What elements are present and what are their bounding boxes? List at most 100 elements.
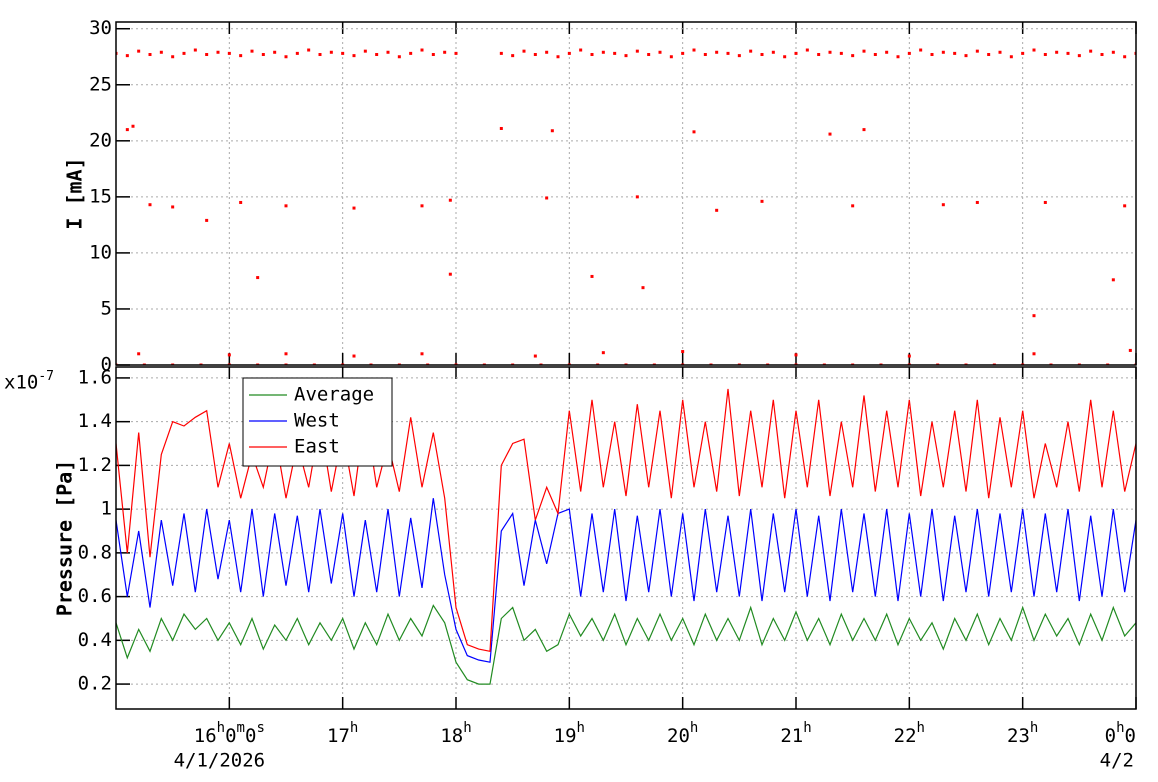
x-tick-label: 22h xyxy=(894,720,925,747)
y-axis-title: Pressure [Pa] xyxy=(53,460,77,617)
point xyxy=(193,48,197,52)
point xyxy=(420,352,424,356)
point xyxy=(941,203,945,207)
point xyxy=(692,48,696,52)
point xyxy=(239,54,243,58)
point xyxy=(171,55,175,59)
point xyxy=(1043,53,1047,57)
point xyxy=(443,50,447,54)
point xyxy=(567,51,571,55)
point xyxy=(1128,348,1132,352)
point xyxy=(454,51,458,55)
point xyxy=(499,51,503,55)
point xyxy=(533,53,537,57)
point xyxy=(295,51,299,55)
point xyxy=(805,48,809,52)
point xyxy=(794,353,798,357)
x-tick-label: 16h0m0s xyxy=(194,720,265,747)
point xyxy=(953,51,957,55)
series-line xyxy=(116,604,1136,685)
point xyxy=(930,53,934,57)
point xyxy=(284,55,288,59)
y-tick-label: 30 xyxy=(89,17,112,39)
point xyxy=(352,206,356,210)
point xyxy=(159,50,163,54)
point xyxy=(715,50,719,54)
y-tick-label: 15 xyxy=(89,185,112,207)
point xyxy=(1032,48,1036,52)
point xyxy=(397,55,401,59)
point xyxy=(975,200,979,204)
y-tick-label: 0 xyxy=(101,354,112,376)
point xyxy=(171,205,175,209)
point xyxy=(647,53,651,57)
point xyxy=(783,55,787,59)
legend-label: West xyxy=(294,410,340,432)
point xyxy=(273,50,277,54)
point xyxy=(862,128,866,132)
point xyxy=(216,50,220,54)
frame xyxy=(115,366,1137,710)
point xyxy=(1077,54,1081,58)
frame xyxy=(115,21,1137,366)
point xyxy=(386,50,390,54)
point xyxy=(341,51,345,55)
point xyxy=(1111,278,1115,282)
point xyxy=(227,51,231,55)
y-tick-label: 20 xyxy=(89,129,112,151)
point xyxy=(420,48,424,52)
point xyxy=(1123,55,1127,59)
point xyxy=(409,51,413,55)
point xyxy=(579,48,583,52)
point xyxy=(1043,200,1047,204)
legend-label: Average xyxy=(294,384,374,406)
point xyxy=(148,53,152,57)
point xyxy=(284,352,288,356)
point xyxy=(420,204,424,208)
point xyxy=(131,124,135,128)
series-line xyxy=(116,498,1136,663)
point xyxy=(1100,53,1104,57)
point xyxy=(352,354,356,358)
point xyxy=(545,196,549,200)
point xyxy=(1089,49,1093,53)
legend-box xyxy=(242,377,393,467)
point xyxy=(1111,50,1115,54)
point xyxy=(1021,51,1025,55)
point xyxy=(839,51,843,55)
point xyxy=(987,53,991,57)
point xyxy=(250,49,254,53)
point xyxy=(307,48,311,52)
point xyxy=(635,195,639,199)
point xyxy=(828,132,832,136)
date-label: 4/2 xyxy=(1100,750,1134,772)
point xyxy=(669,55,673,59)
y-tick-label: 0.4 xyxy=(78,629,112,651)
point xyxy=(137,352,141,356)
data-layer xyxy=(116,388,1136,685)
point xyxy=(760,199,764,203)
point xyxy=(352,54,356,58)
point xyxy=(148,203,152,207)
point xyxy=(681,350,685,354)
point xyxy=(726,51,730,55)
point xyxy=(885,50,889,54)
point xyxy=(125,54,129,58)
y-tick-label: 1.6 xyxy=(78,366,112,388)
point xyxy=(545,50,549,54)
point xyxy=(919,48,923,52)
point xyxy=(590,274,594,278)
point xyxy=(715,208,719,212)
point xyxy=(261,53,265,57)
point xyxy=(1123,204,1127,208)
point xyxy=(794,51,798,55)
legend-label: East xyxy=(294,436,340,458)
point xyxy=(601,50,605,54)
y-tick-label: 0.6 xyxy=(78,585,112,607)
point xyxy=(137,49,141,53)
point xyxy=(533,354,537,358)
point xyxy=(641,286,645,290)
point xyxy=(1032,314,1036,318)
point xyxy=(873,53,877,57)
y-tick-label: 1.2 xyxy=(78,454,112,476)
